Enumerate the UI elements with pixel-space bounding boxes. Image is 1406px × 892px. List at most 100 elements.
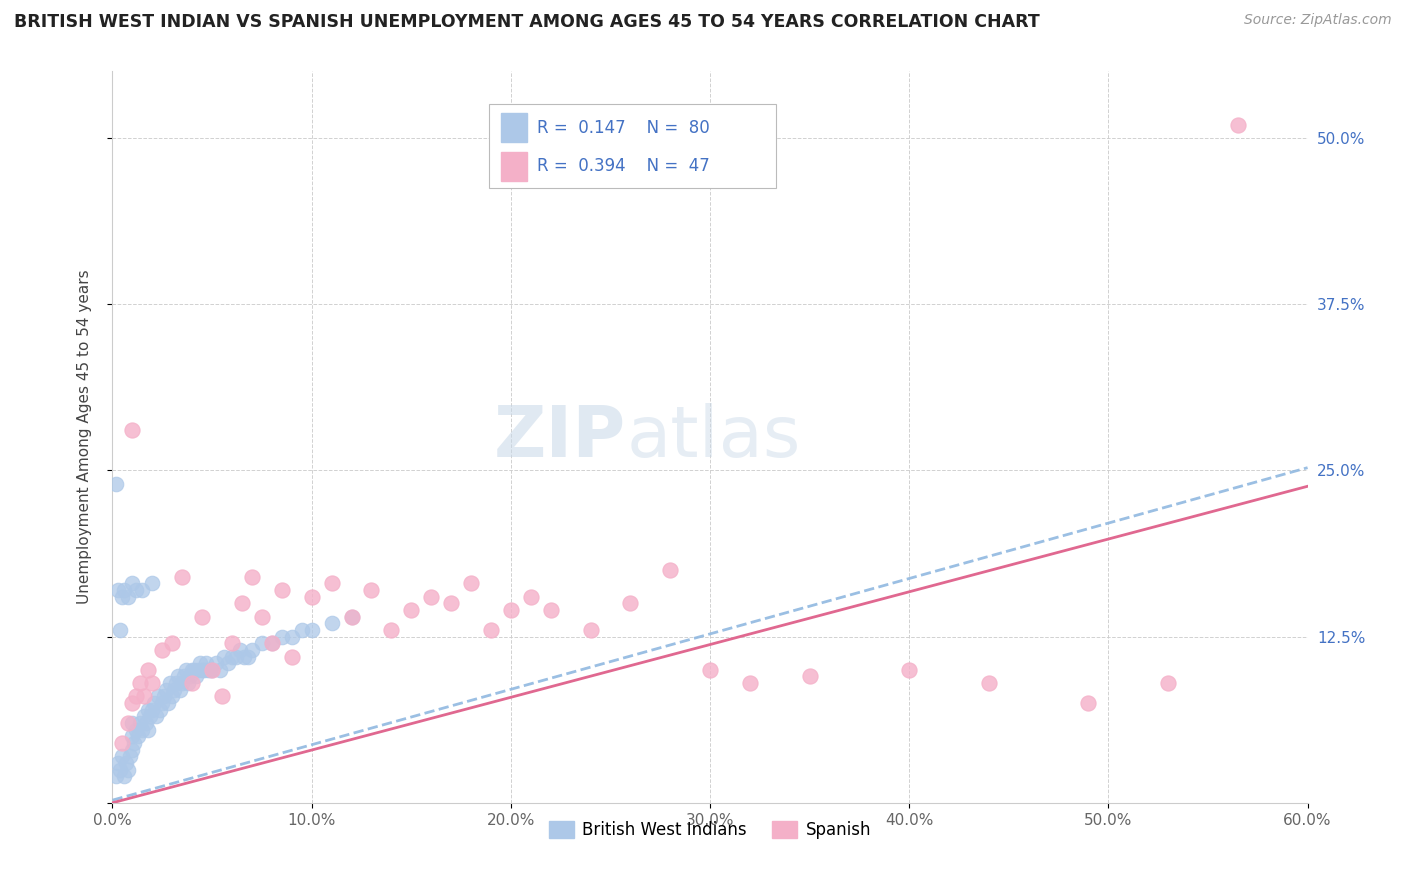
Point: [157, 696, 180, 710]
Point: [107, 756, 129, 770]
Point: [138, 703, 160, 717]
Point: [167, 669, 190, 683]
Point: [172, 676, 194, 690]
Point: [291, 623, 314, 637]
Point: [520, 590, 543, 604]
Point: [440, 596, 463, 610]
Point: [121, 742, 143, 756]
Point: [150, 643, 173, 657]
Point: [134, 709, 156, 723]
Point: [181, 663, 204, 677]
Point: [117, 590, 139, 604]
Point: [135, 716, 157, 731]
Point: [479, 623, 502, 637]
Point: [977, 676, 1000, 690]
Point: [270, 582, 292, 597]
Point: [217, 656, 239, 670]
Point: [231, 596, 253, 610]
Point: [321, 616, 343, 631]
Point: [191, 609, 214, 624]
Point: [139, 709, 162, 723]
Point: [141, 703, 163, 717]
Point: [1077, 696, 1099, 710]
Point: [1226, 118, 1249, 132]
Point: [155, 682, 177, 697]
Point: [229, 643, 252, 657]
Point: [183, 663, 205, 677]
Point: [115, 756, 138, 770]
Point: [195, 656, 218, 670]
Point: [281, 630, 304, 644]
Point: [197, 663, 219, 677]
Point: [127, 729, 149, 743]
Point: [110, 623, 132, 637]
Point: [150, 696, 173, 710]
Point: [340, 609, 363, 624]
Point: [125, 690, 148, 704]
Point: [187, 663, 209, 677]
Point: [149, 703, 172, 717]
Point: [233, 649, 256, 664]
Point: [236, 649, 259, 664]
Point: [321, 576, 343, 591]
Point: [499, 603, 522, 617]
FancyBboxPatch shape: [489, 104, 776, 188]
Point: [114, 582, 135, 597]
Point: [145, 709, 167, 723]
Point: [107, 582, 129, 597]
Point: [260, 636, 283, 650]
Point: [250, 636, 273, 650]
Point: [121, 696, 143, 710]
Point: [131, 582, 153, 597]
Bar: [501, 113, 527, 143]
Point: [121, 576, 143, 591]
Point: [225, 649, 247, 664]
Point: [738, 676, 761, 690]
Point: [165, 676, 187, 690]
Point: [1157, 676, 1180, 690]
Point: [240, 570, 263, 584]
Point: [120, 749, 142, 764]
Point: [121, 716, 143, 731]
Point: [174, 663, 197, 677]
Text: atlas: atlas: [627, 402, 801, 472]
Point: [125, 723, 148, 737]
Point: [111, 736, 134, 750]
Point: [659, 563, 682, 577]
Point: [162, 636, 183, 650]
Point: [172, 570, 194, 584]
Point: [117, 763, 139, 777]
Point: [125, 582, 148, 597]
Point: [209, 663, 232, 677]
Point: [162, 690, 183, 704]
Point: [181, 676, 204, 690]
Text: R =  0.147    N =  80: R = 0.147 N = 80: [537, 119, 710, 136]
Point: [270, 630, 292, 644]
Point: [240, 643, 263, 657]
Point: [340, 609, 363, 624]
Point: [221, 636, 243, 650]
Point: [579, 623, 602, 637]
Point: [799, 669, 821, 683]
Point: [205, 656, 228, 670]
Point: [201, 663, 224, 677]
Point: [117, 716, 139, 731]
Point: [301, 590, 323, 604]
Point: [188, 656, 211, 670]
Point: [186, 669, 208, 683]
Point: [191, 663, 214, 677]
Point: [301, 623, 323, 637]
Point: [540, 603, 562, 617]
Point: [201, 663, 224, 677]
Point: [179, 669, 201, 683]
Point: [111, 749, 134, 764]
Point: [360, 582, 382, 597]
Point: [131, 723, 153, 737]
Point: [380, 623, 402, 637]
Point: [111, 590, 134, 604]
Point: [193, 663, 215, 677]
Text: ZIP: ZIP: [494, 402, 627, 472]
Point: [148, 690, 170, 704]
Point: [121, 424, 143, 438]
Point: [198, 663, 221, 677]
